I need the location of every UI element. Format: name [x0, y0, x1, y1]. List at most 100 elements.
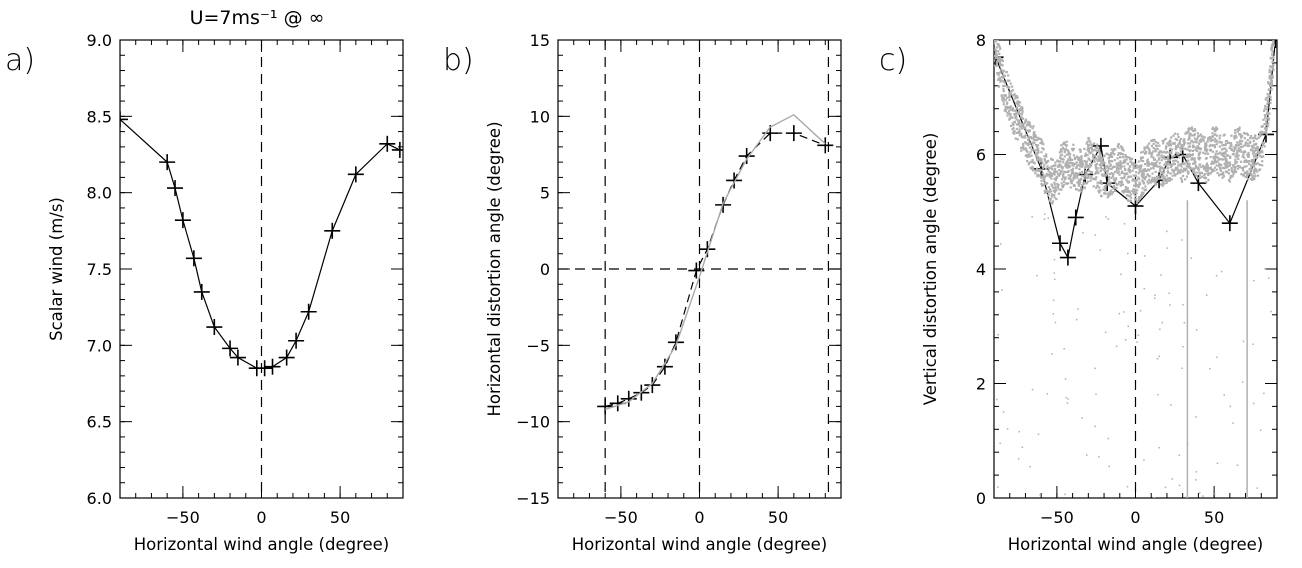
scatter-point [1148, 162, 1151, 166]
scatter-point [1091, 155, 1095, 158]
scatter-point [1138, 198, 1141, 201]
scatter-point [1260, 130, 1263, 133]
scatter-point [1216, 172, 1219, 175]
scatter-point [1154, 141, 1158, 144]
scatter-point [1195, 138, 1198, 142]
scatter-point [1264, 98, 1267, 101]
scatter-point [1146, 158, 1149, 161]
scatter-point [1113, 153, 1116, 156]
scatter-point [1033, 133, 1036, 136]
scatter-point [1237, 154, 1240, 157]
scatter-point [1008, 86, 1011, 89]
scatter-point [1015, 123, 1019, 126]
scatter-point [1200, 138, 1203, 141]
scatter-point [1191, 149, 1195, 153]
scatter-point [1034, 135, 1038, 139]
y-axis-label: Horizontal distortion angle (degree) [485, 121, 504, 416]
scatter-point [1110, 176, 1113, 179]
scatter-point [1124, 154, 1127, 157]
scatter-point [1009, 92, 1012, 95]
scatter-point [1048, 171, 1052, 174]
scatter-point [1252, 402, 1255, 405]
scatter-point [1017, 119, 1020, 122]
scatter-point [1067, 174, 1070, 177]
scatter-point [1093, 160, 1096, 163]
scatter-point [1163, 171, 1166, 174]
scatter-point [1138, 181, 1141, 184]
scatter-point [1177, 145, 1180, 148]
scatter-point [1175, 145, 1178, 148]
scatter-point [1202, 495, 1204, 497]
scatter-point [1143, 168, 1147, 171]
scatter-point [1109, 153, 1113, 157]
scatter-point [1072, 162, 1075, 165]
scatter-point [1128, 195, 1131, 198]
scatter-point [1265, 133, 1268, 136]
scatter-point [1188, 145, 1192, 148]
scatter-point [1246, 173, 1249, 176]
scatter-point [1088, 143, 1091, 146]
scatter-point [1109, 163, 1112, 166]
scatter-point [1202, 166, 1206, 169]
scatter-point [1236, 464, 1239, 466]
scatter-point [1075, 155, 1078, 158]
scatter-point [997, 85, 1001, 88]
y-tick-label: 2 [976, 375, 986, 394]
scatter-point [1007, 74, 1010, 77]
scatter-point [994, 48, 997, 51]
scatter-point [1213, 128, 1216, 131]
scatter-point [1003, 84, 1006, 87]
scatter-point [1160, 274, 1162, 276]
scatter-point [1028, 146, 1031, 149]
scatter-point [1069, 161, 1072, 165]
scatter-point [1193, 128, 1196, 131]
scatter-point [1108, 193, 1111, 197]
x-axis-label: Horizontal wind angle (degree) [1008, 535, 1263, 554]
scatter-point [1212, 156, 1215, 160]
scatter-point [1268, 107, 1272, 110]
scatter-point [1206, 168, 1210, 171]
scatter-point [1052, 299, 1055, 302]
scatter-point [1166, 142, 1169, 145]
scatter-point [1117, 161, 1120, 164]
scatter-point [1203, 176, 1206, 179]
scatter-point [1108, 161, 1111, 164]
scatter-point [1270, 47, 1273, 50]
scatter-point [1019, 108, 1022, 111]
scatter-point [1111, 175, 1115, 178]
scatter-point [1085, 181, 1089, 185]
scatter-point [1143, 182, 1146, 185]
scatter-point [1148, 148, 1151, 151]
scatter-point [1131, 169, 1134, 172]
scatter-point [1092, 177, 1095, 180]
scatter-point [1053, 181, 1056, 184]
scatter-point [1169, 150, 1173, 154]
scatter-point [1148, 149, 1151, 152]
scatter-point [1064, 493, 1066, 496]
scatter-point [1185, 175, 1189, 178]
scatter-point [1098, 148, 1101, 151]
x-tick-label: 50 [330, 508, 350, 527]
scatter-point [1165, 145, 1168, 148]
scatter-point [1162, 151, 1165, 154]
scatter-point [1222, 158, 1225, 161]
scatter-point [1059, 172, 1062, 175]
scatter-point [1108, 465, 1110, 468]
scatter-point [1079, 180, 1082, 184]
scatter-point [1039, 164, 1043, 167]
scatter-point [1203, 142, 1207, 145]
scatter-point [1159, 174, 1162, 177]
scatter-point [1087, 174, 1091, 177]
scatter-point [1174, 166, 1178, 169]
scatter-point [1272, 40, 1275, 43]
scatter-point [1015, 95, 1019, 98]
scatter-point [1135, 198, 1138, 201]
scatter-point [1065, 164, 1068, 167]
scatter-point [1108, 167, 1111, 170]
scatter-point [1261, 164, 1264, 167]
scatter-point [1083, 166, 1087, 170]
scatter-point [1095, 167, 1098, 170]
scatter-point [1128, 165, 1131, 168]
scatter-point [1038, 137, 1041, 141]
